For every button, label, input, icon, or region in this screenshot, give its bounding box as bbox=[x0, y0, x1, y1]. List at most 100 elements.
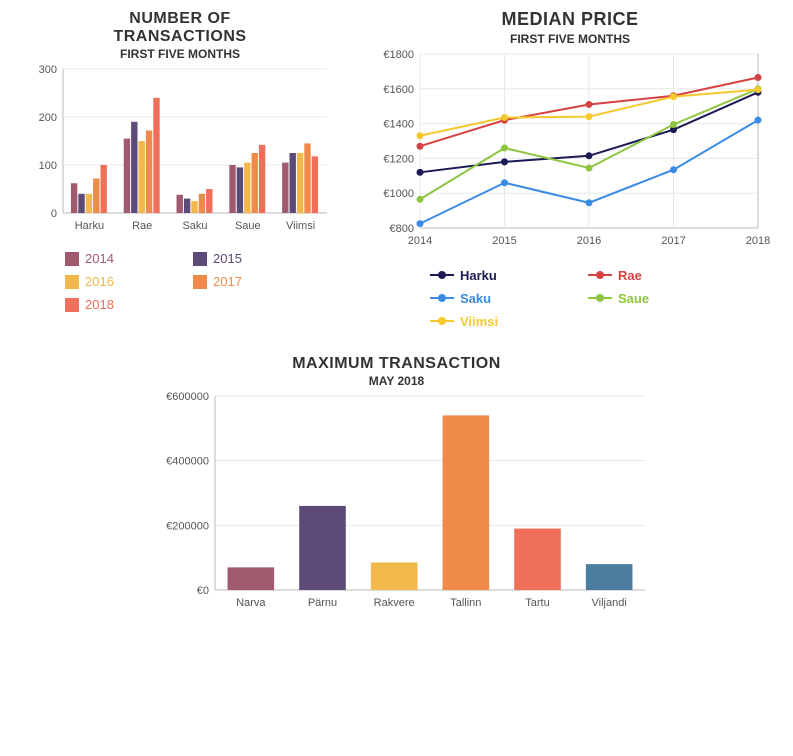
bar-Saue-2018 bbox=[259, 145, 265, 213]
point-rae-2016 bbox=[586, 101, 593, 108]
svg-text:€0: €0 bbox=[196, 585, 208, 597]
legend-label-harku: Harku bbox=[460, 268, 497, 283]
bar-Viimsi-2016 bbox=[297, 153, 303, 213]
bar-Rae-2018 bbox=[153, 98, 159, 213]
legend-label-saku: Saku bbox=[460, 291, 491, 306]
transactions-subtitle: FIRST FIVE MONTHS bbox=[120, 47, 240, 61]
bar-Saku-2015 bbox=[184, 199, 190, 213]
point-saue-2016 bbox=[586, 164, 593, 171]
point-viimsi-2016 bbox=[586, 113, 593, 120]
bar-Saue-2017 bbox=[251, 153, 257, 213]
point-saue-2015 bbox=[501, 144, 508, 151]
point-saku-2017 bbox=[670, 166, 677, 173]
point-harku-2016 bbox=[586, 152, 593, 159]
point-saku-2014 bbox=[417, 220, 424, 227]
transactions-svg: 0100200300HarkuRaeSakuSaueViimsi bbox=[25, 61, 335, 241]
bar-parnu bbox=[299, 506, 346, 590]
maxtx-svg: €0€200000€400000€600000NarvaPärnuRakvere… bbox=[137, 388, 657, 618]
svg-text:€1800: €1800 bbox=[383, 49, 414, 61]
svg-text:200: 200 bbox=[39, 112, 57, 124]
point-saue-2014 bbox=[417, 196, 424, 203]
svg-text:2016: 2016 bbox=[577, 235, 601, 247]
svg-text:2018: 2018 bbox=[746, 235, 770, 247]
legend-swatch-2015 bbox=[193, 252, 207, 266]
legend-item-viimsi: Viimsi bbox=[430, 314, 570, 329]
bar-rakvere bbox=[370, 563, 417, 590]
legend-item-2017: 2017 bbox=[193, 274, 303, 289]
point-rae-2018 bbox=[755, 74, 762, 81]
point-harku-2015 bbox=[501, 158, 508, 165]
legend-item-2015: 2015 bbox=[193, 251, 303, 266]
transactions-title: NUMBER OF TRANSACTIONS bbox=[113, 10, 246, 45]
svg-text:Tallinn: Tallinn bbox=[450, 597, 481, 609]
legend-item-2014: 2014 bbox=[65, 251, 175, 266]
svg-text:Viimsi: Viimsi bbox=[286, 220, 315, 232]
bar-Harku-2017 bbox=[93, 179, 99, 214]
svg-text:€1000: €1000 bbox=[383, 188, 414, 200]
svg-text:Tartu: Tartu bbox=[525, 597, 549, 609]
maxtx-subtitle: MAY 2018 bbox=[369, 374, 424, 388]
legend-swatch-rae bbox=[588, 269, 612, 281]
bar-viljandi bbox=[585, 565, 632, 591]
point-harku-2014 bbox=[417, 169, 424, 176]
bar-Viimsi-2018 bbox=[312, 157, 318, 214]
bar-narva bbox=[227, 568, 274, 591]
bar-Viimsi-2014 bbox=[282, 163, 288, 213]
legend-label-rae: Rae bbox=[618, 268, 642, 283]
bar-Saku-2017 bbox=[199, 194, 205, 213]
legend-item-saku: Saku bbox=[430, 291, 570, 306]
legend-item-2018: 2018 bbox=[65, 297, 175, 312]
title-line-2: TRANSACTIONS bbox=[113, 28, 246, 45]
svg-text:2017: 2017 bbox=[661, 235, 685, 247]
bar-Rae-2017 bbox=[146, 131, 152, 214]
bar-Saue-2015 bbox=[237, 168, 243, 214]
legend-item-saue: Saue bbox=[588, 291, 728, 306]
legend-swatch-saku bbox=[430, 292, 454, 304]
point-saue-2017 bbox=[670, 121, 677, 128]
svg-text:€1200: €1200 bbox=[383, 153, 414, 165]
legend-item-2016: 2016 bbox=[65, 274, 175, 289]
svg-text:Harku: Harku bbox=[75, 220, 104, 232]
svg-text:€1600: €1600 bbox=[383, 84, 414, 96]
bottom-row: MAXIMUM TRANSACTION MAY 2018 €0 €200000 €4… bbox=[10, 355, 783, 619]
svg-text:100: 100 bbox=[39, 160, 57, 172]
bar-Harku-2016 bbox=[86, 194, 92, 213]
svg-text:€200000: €200000 bbox=[166, 521, 209, 533]
legend-swatch-2018 bbox=[65, 298, 79, 312]
median-legend: Harku Rae Saku Saue Viimsi bbox=[430, 268, 750, 337]
transactions-legend: 2014 2015 2016 2017 2018 bbox=[65, 251, 325, 320]
bar-Rae-2014 bbox=[124, 139, 130, 213]
legend-label-2016: 2016 bbox=[85, 274, 114, 289]
bar-Saku-2014 bbox=[177, 195, 183, 213]
legend-swatch-saue bbox=[588, 292, 612, 304]
legend-label-2017: 2017 bbox=[213, 274, 242, 289]
median-svg: €800€1000€1200€1400€1600€180020142015201… bbox=[370, 46, 770, 256]
median-subtitle: FIRST FIVE MONTHS bbox=[510, 32, 630, 46]
bar-Viimsi-2015 bbox=[290, 153, 296, 213]
svg-text:Viljandi: Viljandi bbox=[591, 597, 626, 609]
point-viimsi-2015 bbox=[501, 114, 508, 121]
legend-swatch-2017 bbox=[193, 275, 207, 289]
svg-text:€400000: €400000 bbox=[166, 456, 209, 468]
point-saku-2016 bbox=[586, 199, 593, 206]
bar-Harku-2014 bbox=[71, 183, 77, 213]
bar-tallinn bbox=[442, 416, 489, 591]
maxtx-title: MAXIMUM TRANSACTION bbox=[292, 355, 501, 373]
legend-swatch-2014 bbox=[65, 252, 79, 266]
point-saku-2015 bbox=[501, 179, 508, 186]
bar-Harku-2018 bbox=[100, 165, 106, 213]
legend-item-harku: Harku bbox=[430, 268, 570, 283]
svg-text:Narva: Narva bbox=[236, 597, 266, 609]
svg-text:Saue: Saue bbox=[235, 220, 261, 232]
bar-Rae-2015 bbox=[131, 122, 137, 213]
bar-Harku-2015 bbox=[78, 194, 84, 213]
legend-swatch-harku bbox=[430, 269, 454, 281]
svg-text:2015: 2015 bbox=[492, 235, 516, 247]
svg-text:2014: 2014 bbox=[408, 235, 432, 247]
bar-Saku-2016 bbox=[191, 201, 197, 213]
point-viimsi-2017 bbox=[670, 93, 677, 100]
bar-Viimsi-2017 bbox=[304, 144, 310, 214]
svg-text:Rae: Rae bbox=[132, 220, 152, 232]
point-rae-2014 bbox=[417, 143, 424, 150]
bar-tartu bbox=[514, 529, 561, 590]
